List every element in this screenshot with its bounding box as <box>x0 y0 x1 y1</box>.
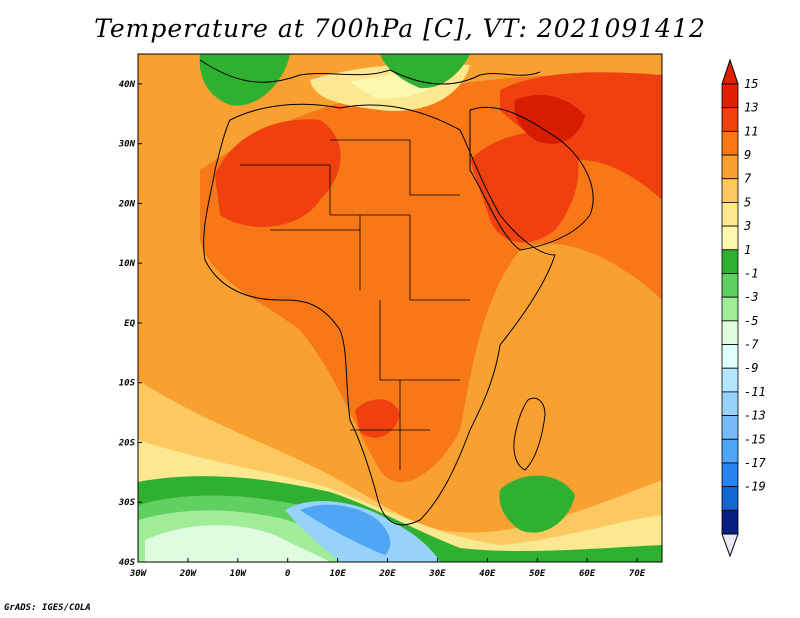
colorbar-label: -7 <box>744 338 759 352</box>
colorbar-swatch <box>721 320 739 345</box>
lat-tick-label: 20N <box>118 199 136 209</box>
field-1-iberia <box>199 54 290 106</box>
colorbar-swatch <box>721 178 739 203</box>
lon-tick-label: 50E <box>529 569 546 579</box>
lon-tick-label: 30W <box>129 569 148 579</box>
colorbar: 15 13 11 9 7 5 3 1 -1 -3 -5 -7 -9 -11 -13 -15 -17 -19 <box>721 58 766 558</box>
colorbar-label: 7 <box>744 172 752 186</box>
colorbar-label: 1 <box>744 243 751 257</box>
field-13-kalahari <box>355 399 400 438</box>
grads-credit: GrADS: IGES/COLA <box>4 603 91 613</box>
field-1-balkans <box>380 54 470 89</box>
colorbar-label: -9 <box>744 361 758 375</box>
lat-tick-label: 40N <box>119 80 136 90</box>
lon-tick-label: 20E <box>378 569 396 579</box>
colorbar-label: -11 <box>744 385 766 399</box>
lat-tick-label: 30S <box>118 498 136 508</box>
colorbar-swatch <box>721 344 739 369</box>
colorbar-swatch <box>721 415 739 440</box>
field-m5-south <box>145 525 330 562</box>
lat-tick-label: 40S <box>119 558 136 568</box>
colorbar-label: 13 <box>744 101 758 115</box>
field-1-madagascar <box>499 475 575 533</box>
coastline-arabia <box>469 106 594 251</box>
colorbar-swatch <box>721 225 739 251</box>
lon-tick-label: 0 <box>285 569 291 579</box>
colorbar-label: 5 <box>744 195 751 209</box>
colorbar-swatch <box>721 367 739 393</box>
lon-tick-label: 10W <box>230 569 248 579</box>
colorbar-label: 11 <box>744 124 758 138</box>
colorbar-swatch <box>721 107 739 132</box>
coastline-europe <box>199 59 541 85</box>
colorbar-label: -17 <box>744 456 766 470</box>
colorbar-swatch <box>721 154 739 180</box>
lon-tick-label: 40E <box>479 569 496 579</box>
lat-tick-label: EQ <box>124 319 135 329</box>
lat-axis: 40N 30N 20N 10N EQ 10S 20S 30S 40S <box>118 80 142 568</box>
colorbar-top-arrow <box>721 58 739 85</box>
map-title: Temperature at 700hPa [C], VT: 202109141… <box>94 14 706 43</box>
lat-tick-label: 20S <box>118 438 136 448</box>
colorbar-label: 3 <box>743 219 751 233</box>
coastline-africa <box>203 103 556 526</box>
plot-frame <box>137 53 663 563</box>
colorbar-swatch <box>721 273 739 298</box>
colorbar-label: -3 <box>744 290 758 304</box>
colorbar-swatch <box>721 462 739 488</box>
lon-tick-label: 10E <box>329 569 346 579</box>
colorbar-label: -15 <box>744 432 766 446</box>
colorbar-label: -1 <box>744 266 758 280</box>
lat-tick-label: 10S <box>119 379 136 389</box>
colorbar-label: 9 <box>744 148 751 162</box>
lon-tick-label: 60E <box>579 569 596 579</box>
colorbar-label: 15 <box>744 77 758 91</box>
lat-tick-label: 10N <box>119 259 136 269</box>
colorbar-swatch <box>721 509 739 535</box>
colorbar-label: -5 <box>744 314 758 328</box>
lat-tick-label: 30N <box>118 140 136 150</box>
colorbar-swatch <box>721 202 739 227</box>
colorbar-bottom-arrow <box>721 533 739 558</box>
lon-tick-label: 30E <box>428 569 446 579</box>
coastline-madagascar <box>513 397 546 471</box>
colorbar-swatch <box>721 249 739 274</box>
field-15-core <box>514 95 585 144</box>
colorbar-swatch <box>721 486 739 511</box>
colorbar-swatch <box>721 130 739 156</box>
field-13-sahara <box>215 119 341 227</box>
colorbar-swatch <box>721 296 739 322</box>
field-13-arabia <box>470 130 579 243</box>
borders <box>240 139 470 470</box>
colorbar-label: -19 <box>744 480 766 494</box>
lon-axis: 30W 20W 10W 0 10E 20E 30E 40E 50E 60E 70E <box>129 558 646 579</box>
colorbar-swatch <box>721 438 739 464</box>
colorbar-swatch <box>721 391 739 416</box>
lon-tick-label: 70E <box>629 569 646 579</box>
lon-tick-label: 20W <box>179 569 198 579</box>
colorbar-label: -13 <box>744 409 766 423</box>
colorbar-swatch <box>721 83 739 109</box>
field-m11-south <box>300 504 391 555</box>
